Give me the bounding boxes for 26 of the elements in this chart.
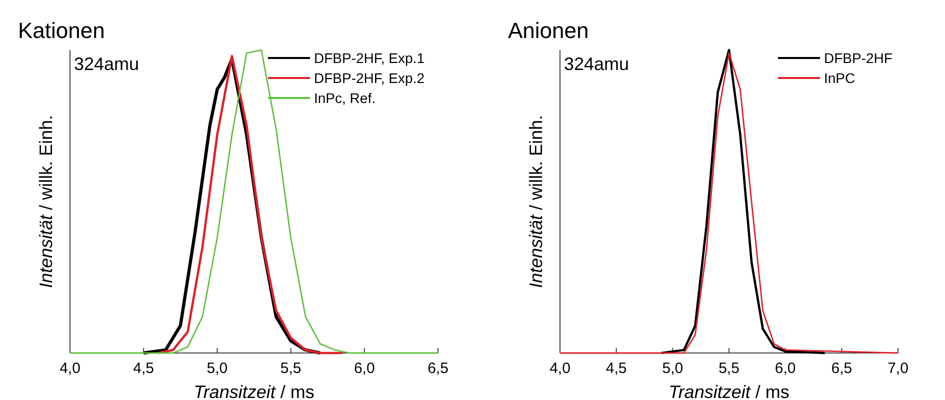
x-tick-label: 4,0 bbox=[60, 360, 80, 377]
x-tick-label: 5,5 bbox=[280, 360, 302, 377]
legend-label: DFBP-2HF bbox=[824, 50, 892, 66]
x-tick-label: 6,0 bbox=[354, 360, 375, 377]
legend-label: DFBP-2HF, Exp.1 bbox=[314, 50, 425, 66]
x-tick-label: 6,5 bbox=[831, 360, 852, 377]
annotation: 324amu bbox=[564, 54, 630, 74]
annotation: 324amu bbox=[74, 54, 140, 74]
legend-label: DFBP-2HF, Exp.2 bbox=[314, 70, 425, 86]
y-axis-title: Intensität / willk. Einh. bbox=[36, 114, 56, 288]
x-tick-label: 7,0 bbox=[888, 360, 908, 377]
x-tick-label: 4,5 bbox=[133, 360, 154, 377]
y-axis-title: Intensität / willk. Einh. bbox=[526, 114, 546, 288]
chart-title: Anionen bbox=[508, 18, 589, 43]
x-tick-label: 4,0 bbox=[550, 360, 570, 377]
x-axis-title: Transitzeit / ms bbox=[194, 382, 314, 400]
legend-label: InPc, Ref. bbox=[314, 90, 376, 106]
x-tick-label: 4,5 bbox=[606, 360, 627, 377]
chart-title: Kationen bbox=[18, 18, 105, 43]
x-tick-label: 6,5 bbox=[428, 360, 448, 377]
x-tick-label: 6,0 bbox=[774, 360, 796, 377]
legend-label: InPC bbox=[824, 70, 856, 86]
x-tick-label: 5,0 bbox=[662, 360, 684, 377]
x-axis-title: Transitzeit / ms bbox=[668, 382, 790, 400]
x-tick-label: 5,5 bbox=[718, 360, 740, 377]
x-tick-label: 5,0 bbox=[206, 360, 228, 377]
